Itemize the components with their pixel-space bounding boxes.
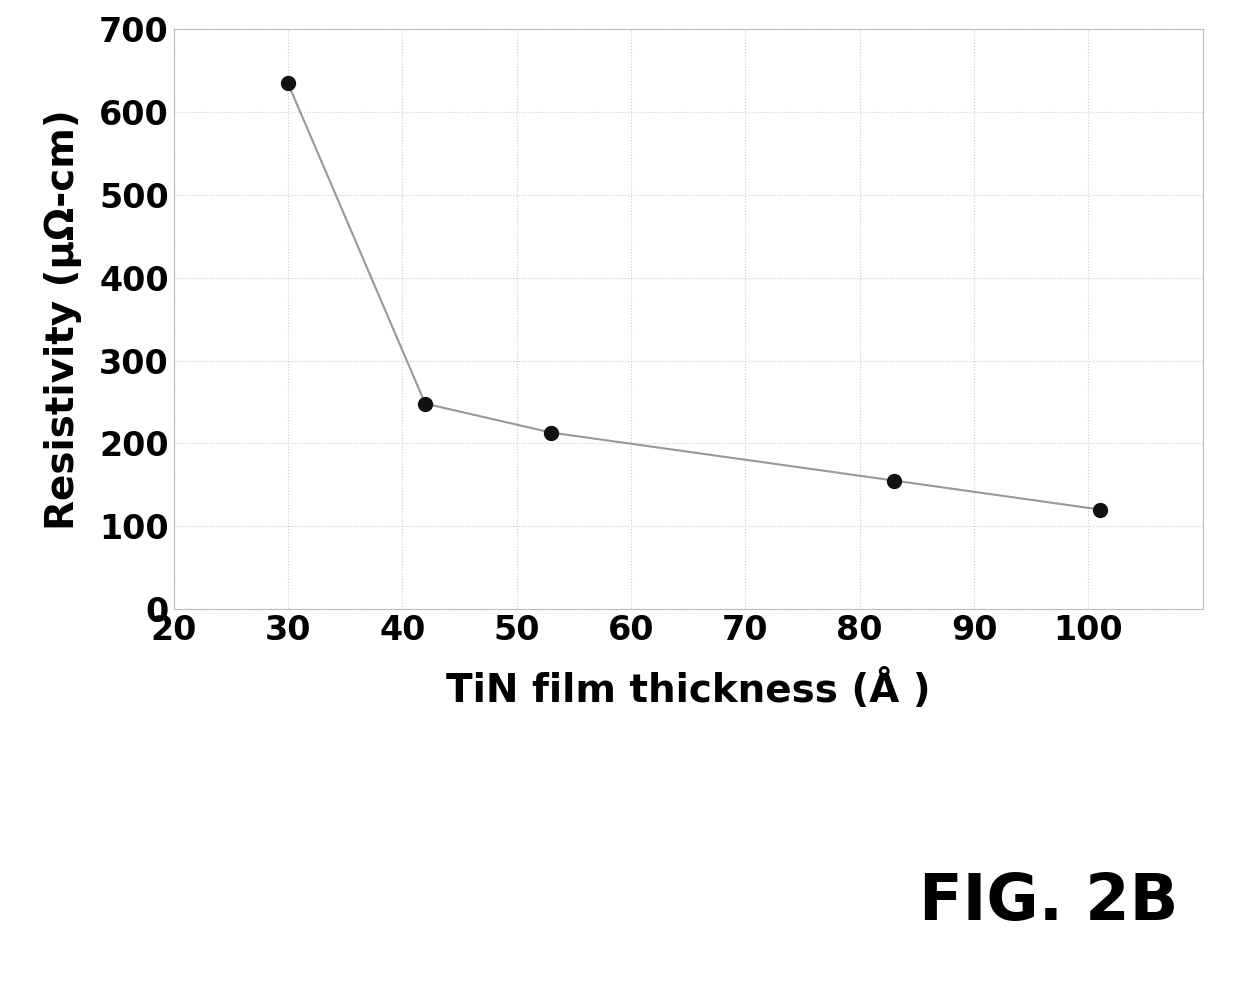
Y-axis label: Resistivity (μΩ-cm): Resistivity (μΩ-cm) [45, 109, 82, 529]
Text: FIG. 2B: FIG. 2B [919, 871, 1178, 933]
X-axis label: TiN film thickness (Å ): TiN film thickness (Å ) [446, 669, 930, 710]
